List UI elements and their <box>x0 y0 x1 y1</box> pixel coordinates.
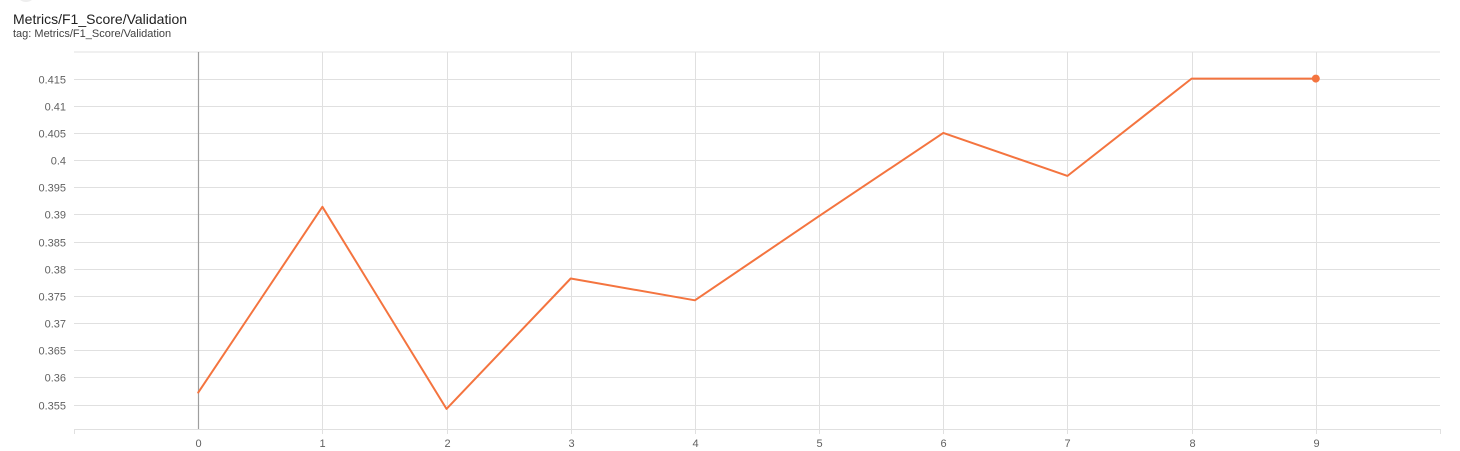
y-tick-label: 0.355 <box>38 401 66 413</box>
card-header-ornament <box>16 0 36 2</box>
y-tick-label: 0.415 <box>38 75 66 87</box>
x-tick-label: 4 <box>692 438 698 450</box>
y-tick-label: 0.385 <box>38 238 66 250</box>
y-tick-label: 0.375 <box>38 292 66 304</box>
x-tick-label: 1 <box>319 438 325 450</box>
series-layer <box>197 74 1320 410</box>
y-tick-label: 0.38 <box>45 265 66 277</box>
y-tick-label: 0.395 <box>38 183 66 195</box>
y-tick-label: 0.41 <box>45 102 66 114</box>
x-tick-labels: 0 1 2 3 4 5 6 7 8 9 <box>195 438 1319 450</box>
y-tick-label: 0.365 <box>38 346 66 358</box>
chart-tag-label: tag: Metrics/F1_Score/Validation <box>13 28 172 40</box>
x-tick-label: 0 <box>195 438 201 450</box>
y-tick-labels: 0.355 0.36 0.365 0.37 0.375 0.38 0.385 0.39 0.39… <box>38 75 66 413</box>
y-tick-label: 0.37 <box>45 319 66 331</box>
y-tick-label: 0.405 <box>38 129 66 141</box>
y-tick-label: 0.36 <box>45 373 66 385</box>
x-tick-label: 2 <box>444 438 450 450</box>
last-point-marker <box>1311 74 1320 83</box>
x-tick-label: 7 <box>1064 438 1070 450</box>
x-tick-label: 3 <box>568 438 574 450</box>
series-line <box>197 77 1317 410</box>
x-tick-label: 8 <box>1189 438 1195 450</box>
x-tick-label: 9 <box>1313 438 1319 450</box>
x-tick-label: 5 <box>816 438 822 450</box>
y-tick-label: 0.4 <box>51 156 66 168</box>
chart-title: Metrics/F1_Score/Validation <box>13 11 188 27</box>
x-tick-label: 6 <box>940 438 946 450</box>
y-tick-label: 0.39 <box>45 210 66 222</box>
grid-layer <box>74 51 1441 434</box>
